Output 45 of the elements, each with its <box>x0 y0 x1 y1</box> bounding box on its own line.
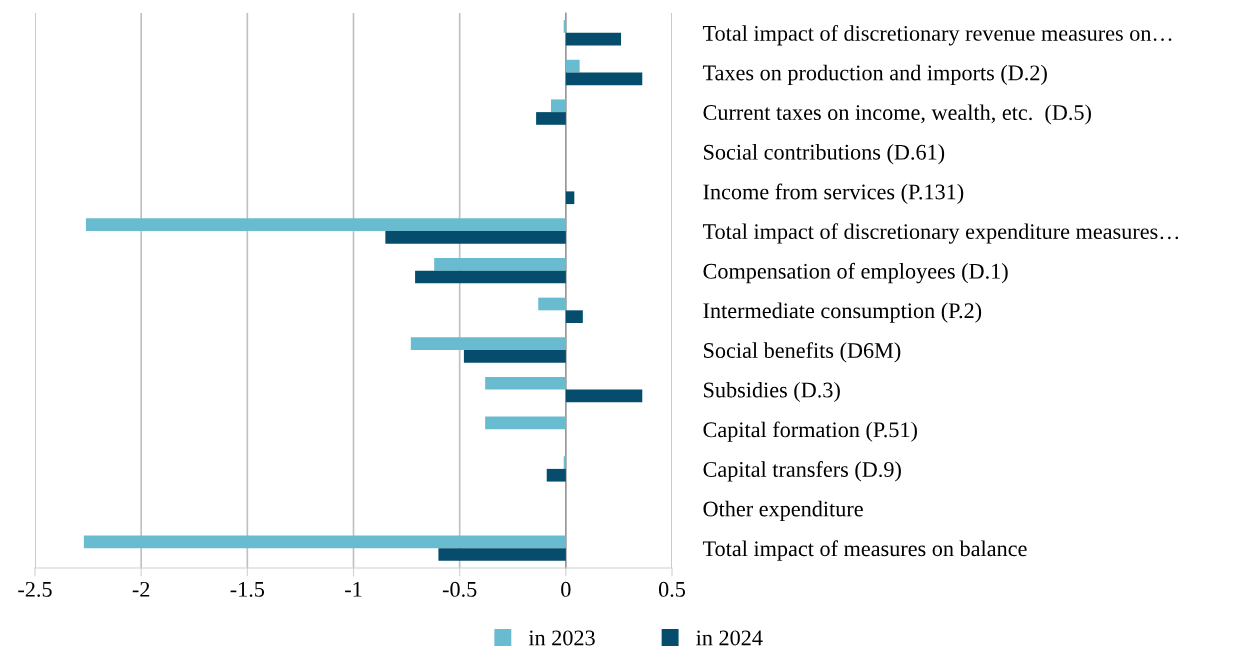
y-tick-label: Capital formation (P.51) <box>703 421 917 442</box>
bar <box>83 535 566 549</box>
bar <box>385 231 566 244</box>
y-tick-label: Subsidies (D.3) <box>704 381 840 403</box>
bar <box>546 468 566 482</box>
bar <box>410 337 566 350</box>
y-tick-label: Total impact of measures on balance <box>702 540 1027 561</box>
bar <box>415 270 566 284</box>
bar <box>485 376 566 390</box>
x-tick-label: -2 <box>132 581 150 597</box>
y-tick-label: Income from services (P.131) <box>703 183 964 204</box>
bar <box>565 191 575 205</box>
bar <box>538 297 566 311</box>
x-tick-label: -1 <box>345 581 362 597</box>
legend-label: in 2023 <box>528 630 595 646</box>
bar <box>485 416 566 430</box>
y-tick-label: Total impact of discretionary revenue measures on… <box>702 25 1172 46</box>
bar <box>550 99 566 113</box>
x-tick-label: -2.5 <box>18 581 52 597</box>
y-tick-label: Intermediate consumption (P.2) <box>703 302 982 323</box>
bar <box>563 20 566 33</box>
x-tick-label: 0 <box>561 581 571 597</box>
bar <box>565 32 622 46</box>
y-tick-label: Current taxes on income, wealth, etc. (D.5) <box>703 104 1091 125</box>
bar <box>536 112 566 125</box>
bar <box>565 389 643 403</box>
bar <box>438 548 566 561</box>
x-tick-label: 0.5 <box>658 581 686 597</box>
bar <box>85 218 566 232</box>
bar <box>565 310 583 324</box>
x-tick-label: -1.5 <box>230 581 265 597</box>
bar <box>434 257 566 271</box>
y-tick-label: Other expenditure <box>703 500 863 521</box>
bar <box>463 349 566 363</box>
y-tick-label: Social benefits (D6M) <box>704 342 901 363</box>
y-tick-label: Total impact of discretionary expenditure measures… <box>702 223 1179 244</box>
y-tick-label: Social contributions (D.61) <box>704 144 945 165</box>
bar <box>565 59 580 73</box>
legend-label: in 2024 <box>696 630 763 646</box>
y-tick-label: Compensation of employees (D.1) <box>703 262 1008 284</box>
bar <box>563 456 566 469</box>
y-tick-label: Capital transfers (D.9) <box>703 461 901 482</box>
x-tick-label: -0.5 <box>442 581 477 597</box>
y-tick-label: Taxes on production and imports (D.2) <box>702 64 1047 85</box>
bar <box>565 72 643 86</box>
